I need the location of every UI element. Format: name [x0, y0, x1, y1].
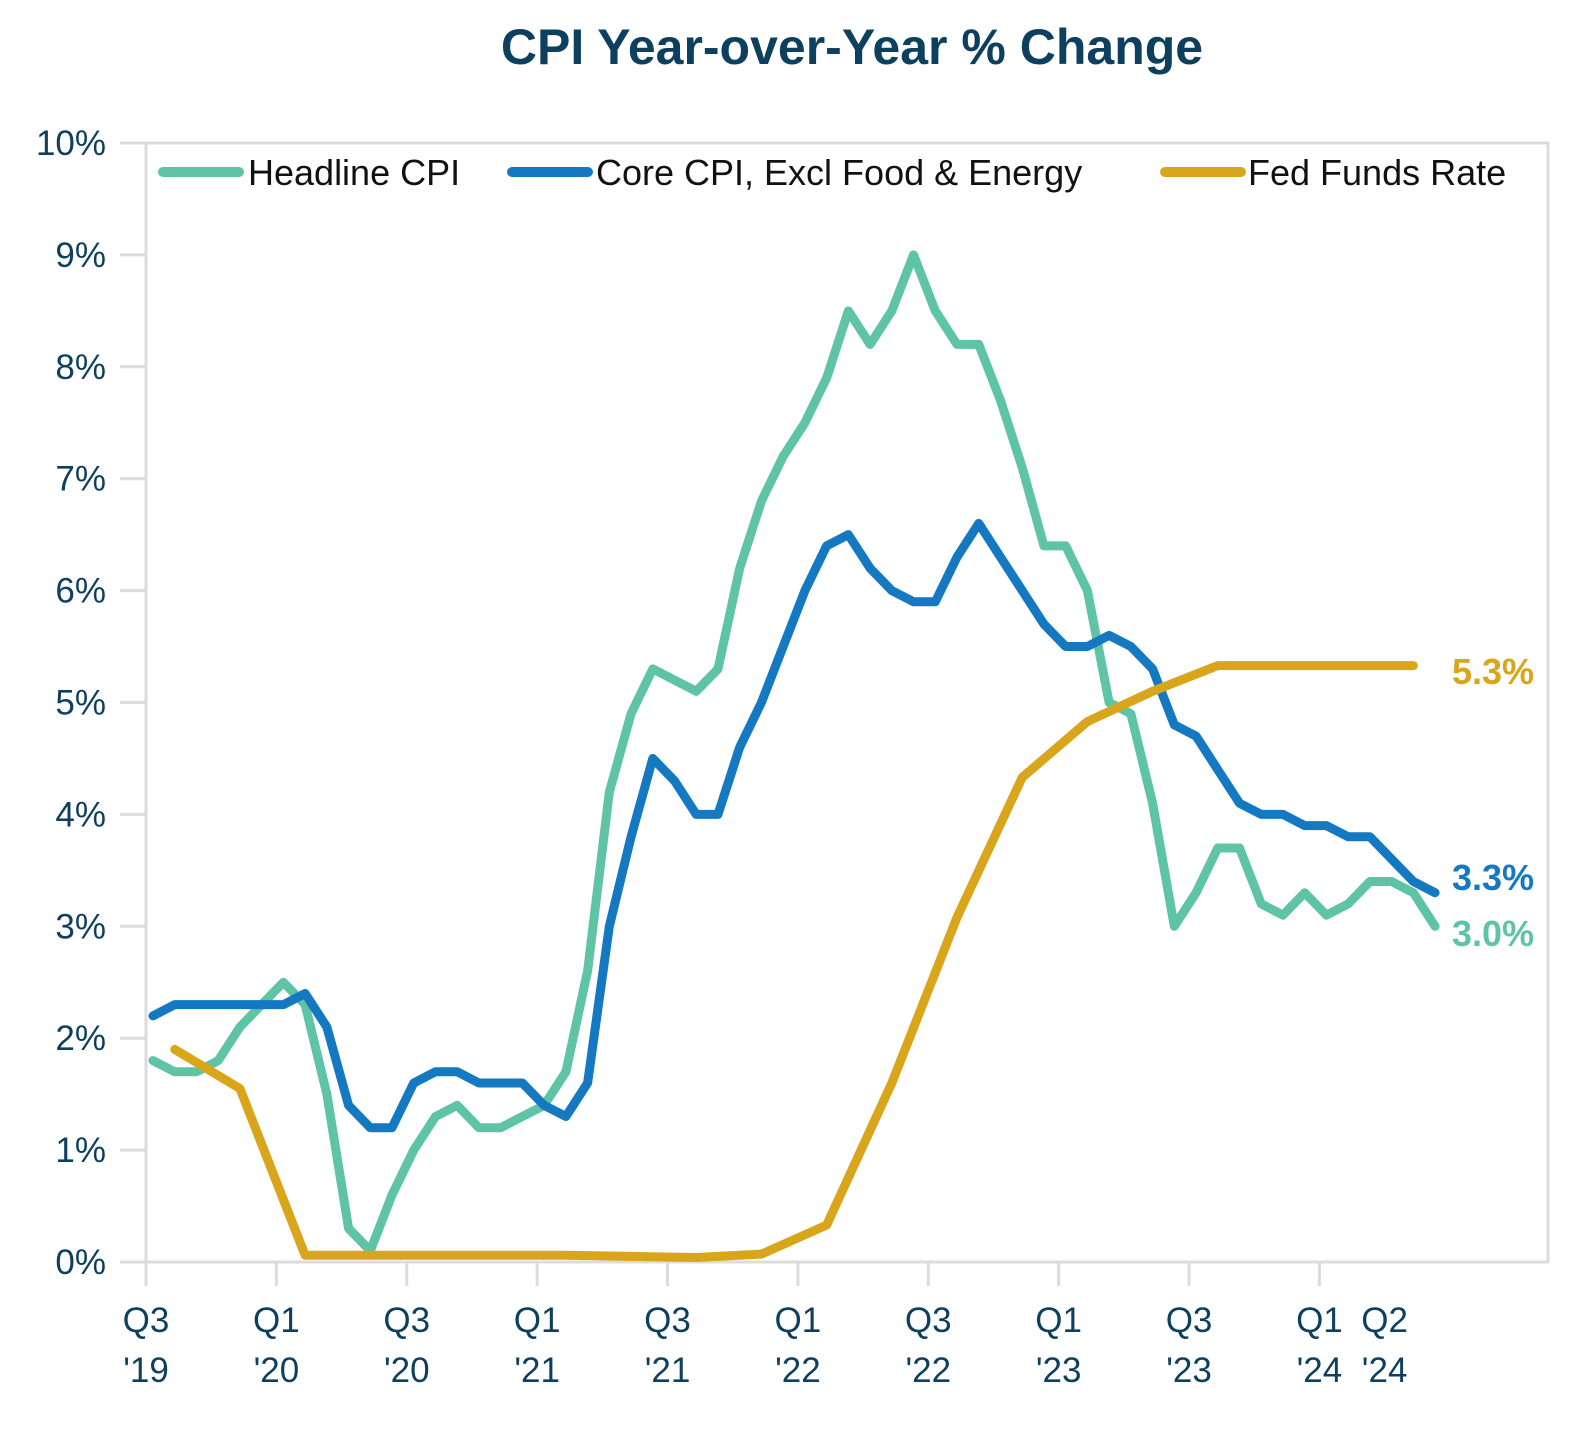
- y-tick-label: 0%: [55, 1243, 106, 1282]
- legend: Headline CPI Core CPI, Excl Food & Energy…: [158, 152, 1506, 193]
- x-tick-label: Q1: [253, 1301, 300, 1340]
- x-tick-label: '21: [645, 1351, 691, 1390]
- end-label-headline-cpi: 3.0%: [1452, 913, 1534, 954]
- x-tick-label: Q3: [644, 1301, 691, 1340]
- series-lines: [148, 250, 1440, 1263]
- y-tick-label: 1%: [55, 1131, 106, 1170]
- x-tick-label: Q3: [905, 1301, 952, 1340]
- x-tick-label: Q2: [1361, 1301, 1408, 1340]
- x-tick-label: '24: [1297, 1351, 1343, 1390]
- y-tick-label: 3%: [55, 907, 106, 946]
- x-tick-label: '24: [1362, 1351, 1408, 1390]
- x-tick-label: '20: [384, 1351, 430, 1390]
- x-tick-label: '23: [1036, 1351, 1082, 1390]
- x-tick-label: '22: [775, 1351, 821, 1390]
- x-tick-label: '20: [254, 1351, 300, 1390]
- x-tick-label: Q3: [123, 1301, 170, 1340]
- chart-title: CPI Year-over-Year % Change: [501, 19, 1203, 75]
- y-tick-label: 5%: [55, 684, 106, 723]
- legend-label: Core CPI, Excl Food & Energy: [596, 152, 1082, 193]
- x-tick-label: Q1: [1035, 1301, 1082, 1340]
- end-labels: 3.0% 3.3% 5.3%: [1452, 651, 1534, 954]
- x-tick-label: '23: [1166, 1351, 1212, 1390]
- x-tick-label: '21: [514, 1351, 560, 1390]
- series-line-headline-cpi: [148, 250, 1440, 1256]
- end-label-fed-funds-rate: 5.3%: [1452, 651, 1534, 692]
- axes: 0% 1% 2% 3% 4% 5% 6% 7% 8% 9% 10% Q3 '19 Q1 '20 Q3 '20 Q1…: [36, 124, 1550, 1390]
- y-tick-label: 4%: [55, 795, 106, 834]
- x-tick-label: Q3: [1166, 1301, 1213, 1340]
- y-tick-label: 9%: [55, 236, 106, 275]
- y-tick-label: 8%: [55, 348, 106, 387]
- x-tick-label: Q1: [514, 1301, 561, 1340]
- legend-label: Fed Funds Rate: [1248, 152, 1506, 193]
- x-tick-label: Q1: [775, 1301, 822, 1340]
- x-tick-label: '19: [123, 1351, 169, 1390]
- y-tick-label: 10%: [36, 124, 106, 163]
- end-label-core-cpi-excl-food-energy: 3.3%: [1452, 857, 1534, 898]
- series-line-fed-funds-rate: [170, 661, 1418, 1263]
- x-tick-label: Q3: [383, 1301, 430, 1340]
- y-tick-label: 2%: [55, 1019, 106, 1058]
- legend-label: Headline CPI: [248, 152, 460, 193]
- y-tick-label: 6%: [55, 572, 106, 611]
- y-tick-label: 7%: [55, 460, 106, 499]
- x-tick-label: '22: [905, 1351, 951, 1390]
- series-line-core-cpi-excl-food-energy: [148, 518, 1440, 1133]
- x-tick-label: Q1: [1296, 1301, 1343, 1340]
